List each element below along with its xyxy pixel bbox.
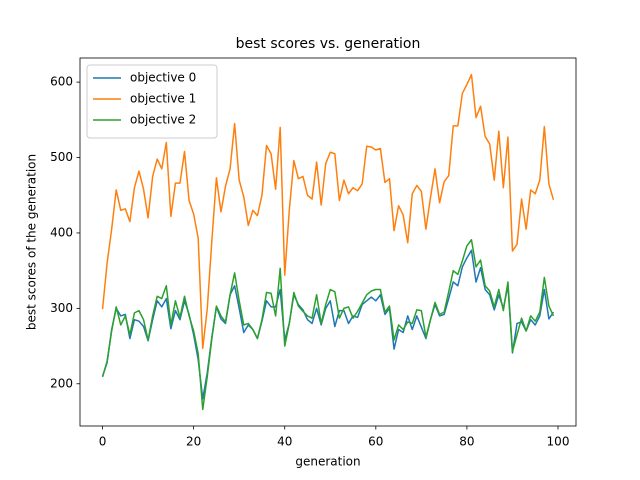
y-tick-label: 400 bbox=[50, 225, 73, 239]
y-tick-label: 500 bbox=[50, 150, 73, 164]
x-tick-label: 60 bbox=[368, 435, 383, 449]
axes-frame bbox=[79, 57, 577, 427]
x-tick-label: 100 bbox=[547, 435, 570, 449]
series-line bbox=[101, 73, 555, 350]
y-tick-label: 200 bbox=[50, 376, 73, 390]
legend-label: objective 0 bbox=[130, 71, 196, 85]
x-tick-label: 80 bbox=[459, 435, 474, 449]
series-line bbox=[101, 249, 555, 400]
x-axis-label: generation bbox=[295, 455, 360, 469]
legend-label: objective 1 bbox=[130, 92, 196, 106]
x-tick-label: 20 bbox=[186, 435, 201, 449]
y-tick-label: 600 bbox=[50, 75, 73, 89]
chart-title: best scores vs. generation bbox=[236, 36, 421, 52]
x-tick-label: 40 bbox=[277, 435, 292, 449]
y-axis-label: best scores of the generation bbox=[25, 154, 39, 330]
y-tick-label: 300 bbox=[50, 301, 73, 315]
x-tick-label: 0 bbox=[99, 435, 107, 449]
legend-label: objective 2 bbox=[130, 113, 196, 127]
series-line bbox=[101, 238, 555, 411]
